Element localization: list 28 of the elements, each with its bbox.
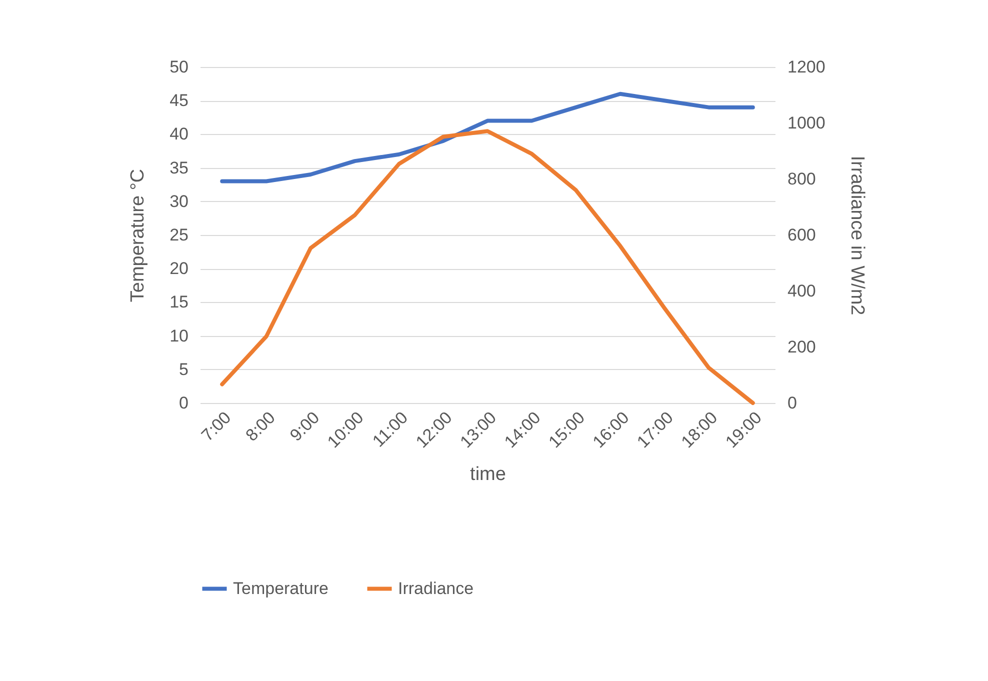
y-tick-label: 40: [170, 124, 188, 144]
y2-tick-label: 1000: [788, 114, 826, 132]
y2-axis-title: Irradiance in W/m2: [846, 156, 868, 316]
y-tick-label: 30: [170, 192, 188, 211]
y-tick-label: 45: [170, 91, 188, 110]
y2-tick-label: 800: [788, 170, 816, 188]
x-axis-title: time: [470, 464, 506, 485]
line-series: [220, 129, 755, 405]
x-tick-label: 9:00: [286, 408, 324, 445]
y2-tick-label: 200: [788, 338, 816, 356]
y2-tick-label: 600: [788, 226, 816, 244]
x-tick-label: 8:00: [242, 408, 279, 445]
y-tick-label: 35: [170, 158, 188, 178]
y-tick-label: 15: [170, 292, 188, 312]
y2-tick-label: 400: [788, 282, 816, 300]
y-tick-label: 50: [170, 58, 188, 76]
y-tick-label: 0: [179, 394, 188, 412]
y-axis-title: Temperature °C: [128, 168, 149, 302]
y2-tick-label: 0: [788, 394, 797, 412]
y-tick-label: 20: [170, 259, 188, 278]
line-series: [220, 92, 755, 184]
x-tick-label: 7:00: [198, 408, 235, 445]
y-tick-label: 10: [170, 326, 188, 346]
legend-label: Temperature: [233, 578, 328, 598]
y-tick-label: 25: [170, 226, 188, 244]
y-tick-label: 5: [179, 360, 188, 379]
y2-tick-label: 1200: [788, 58, 826, 76]
legend-label: Irradiance: [398, 578, 474, 598]
